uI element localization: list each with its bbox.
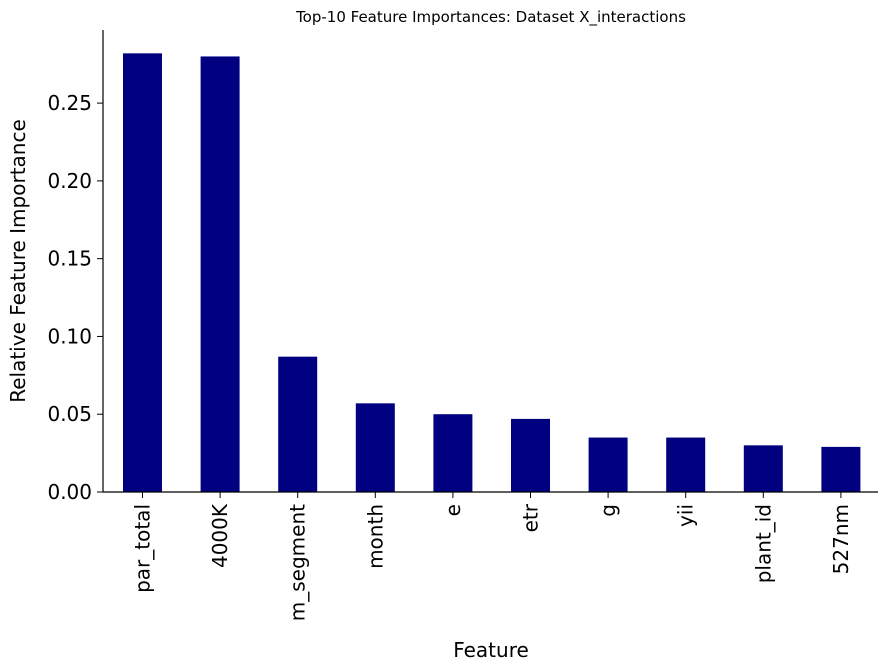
x-tick-label: etr: [519, 503, 543, 532]
x-axis-label: Feature: [453, 638, 529, 662]
x-ticks-group: par_total 4000K m_segment month e etr g yii plan…: [131, 492, 853, 621]
x-tick-label: par_total: [131, 504, 155, 593]
bar-month: [355, 403, 395, 492]
bar-4000K: [200, 56, 240, 492]
bar-etr: [511, 418, 550, 492]
bar-527nm: [821, 446, 861, 492]
x-tick-label: 4000K: [208, 503, 232, 568]
x-tick-label: 527nm: [829, 504, 853, 574]
bar-plant_id: [743, 445, 783, 492]
x-tick-label: g: [596, 504, 620, 517]
bar-par_total: [123, 53, 162, 492]
bar-e: [433, 414, 473, 492]
y-axis-label: Relative Feature Importance: [6, 119, 30, 403]
y-tick-label: 0.20: [47, 169, 92, 193]
x-tick-label: month: [363, 504, 387, 569]
x-tick-label: e: [441, 504, 465, 516]
bars-group: [123, 53, 861, 492]
chart-title: Top-10 Feature Importances: Dataset X_in…: [295, 8, 686, 27]
x-tick-label: m_segment: [286, 504, 310, 621]
y-tick-label: 0.00: [47, 480, 92, 504]
x-tick-label: yii: [674, 504, 698, 527]
bar-m_segment: [278, 356, 318, 492]
y-tick-label: 0.15: [47, 247, 92, 271]
y-tick-label: 0.10: [47, 324, 92, 348]
y-tick-label: 0.05: [47, 402, 92, 426]
y-ticks-group: 0.00 0.05 0.10 0.15 0.20 0.25: [47, 91, 103, 504]
bar-yii: [666, 437, 706, 492]
x-tick-label: plant_id: [751, 504, 775, 583]
y-tick-label: 0.25: [47, 91, 92, 115]
bar-g: [588, 437, 628, 492]
